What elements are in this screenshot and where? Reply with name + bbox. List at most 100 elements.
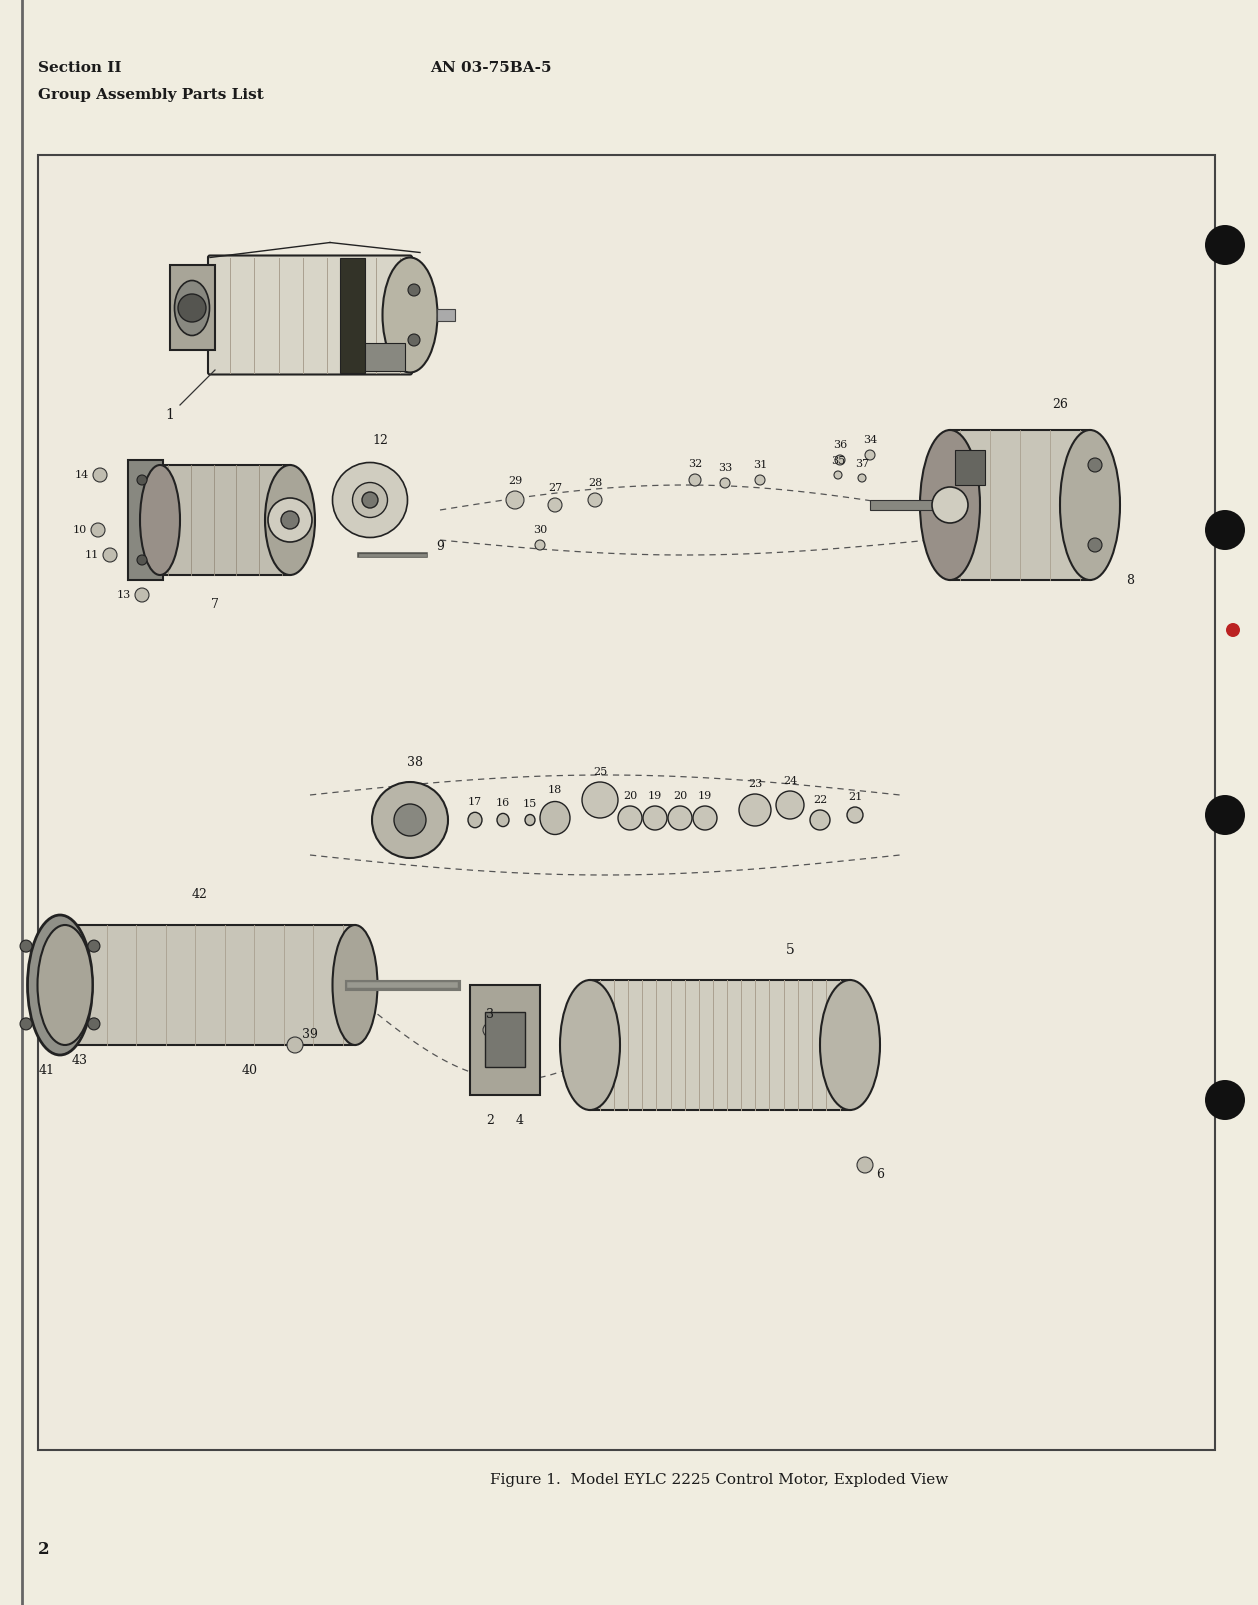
Ellipse shape xyxy=(1060,430,1120,579)
Circle shape xyxy=(408,334,420,347)
Text: 30: 30 xyxy=(533,525,547,534)
Ellipse shape xyxy=(140,465,180,575)
Bar xyxy=(950,430,1089,579)
Text: 16: 16 xyxy=(496,798,511,807)
Circle shape xyxy=(693,806,717,830)
Text: 42: 42 xyxy=(192,889,208,902)
Ellipse shape xyxy=(175,281,210,335)
Circle shape xyxy=(668,806,692,830)
Circle shape xyxy=(88,941,99,952)
Ellipse shape xyxy=(352,483,387,517)
Circle shape xyxy=(835,454,845,465)
Text: AN 03-75BA-5: AN 03-75BA-5 xyxy=(430,61,551,75)
Text: 40: 40 xyxy=(242,1064,258,1077)
Text: 21: 21 xyxy=(848,791,862,802)
Circle shape xyxy=(177,294,206,323)
Circle shape xyxy=(1088,538,1102,552)
Text: 10: 10 xyxy=(73,525,87,534)
Circle shape xyxy=(858,473,866,482)
Ellipse shape xyxy=(540,801,570,835)
Ellipse shape xyxy=(497,814,509,827)
Text: Section II: Section II xyxy=(38,61,122,75)
Text: 38: 38 xyxy=(408,756,423,769)
Circle shape xyxy=(362,493,377,509)
Circle shape xyxy=(932,486,967,523)
Circle shape xyxy=(20,941,31,952)
Text: 43: 43 xyxy=(72,1053,88,1066)
Text: 29: 29 xyxy=(508,477,522,486)
Text: 24: 24 xyxy=(782,775,798,786)
Text: 34: 34 xyxy=(863,435,877,445)
Text: 3: 3 xyxy=(486,1008,494,1021)
Circle shape xyxy=(834,470,842,478)
Text: 19: 19 xyxy=(698,791,712,801)
Circle shape xyxy=(135,587,148,602)
Text: Figure 1.  Model EYLC 2225 Control Motor, Exploded View: Figure 1. Model EYLC 2225 Control Motor,… xyxy=(491,1473,949,1486)
Text: 20: 20 xyxy=(673,791,687,801)
Text: 33: 33 xyxy=(718,462,732,473)
Circle shape xyxy=(287,1037,303,1053)
Circle shape xyxy=(689,473,701,486)
Text: 31: 31 xyxy=(752,461,767,470)
Ellipse shape xyxy=(28,915,93,1054)
Bar xyxy=(160,465,291,575)
Text: 2: 2 xyxy=(38,1541,49,1558)
Circle shape xyxy=(738,794,771,827)
Circle shape xyxy=(372,782,448,859)
Ellipse shape xyxy=(38,924,93,1045)
Ellipse shape xyxy=(468,812,482,828)
Circle shape xyxy=(866,449,876,461)
Circle shape xyxy=(394,804,426,836)
Circle shape xyxy=(88,1018,99,1030)
Circle shape xyxy=(535,539,545,551)
Bar xyxy=(340,257,365,372)
Text: 27: 27 xyxy=(548,483,562,493)
Text: 4: 4 xyxy=(516,1114,525,1127)
Text: 14: 14 xyxy=(75,470,89,480)
Text: 32: 32 xyxy=(688,459,702,469)
Text: 9: 9 xyxy=(437,541,444,554)
Text: 35: 35 xyxy=(830,456,845,465)
Text: 11: 11 xyxy=(84,551,99,560)
Ellipse shape xyxy=(820,981,881,1111)
FancyBboxPatch shape xyxy=(208,255,413,374)
Circle shape xyxy=(755,475,765,485)
Text: 6: 6 xyxy=(876,1168,884,1181)
Ellipse shape xyxy=(525,814,535,825)
Bar xyxy=(65,924,355,1045)
Circle shape xyxy=(20,1018,31,1030)
Circle shape xyxy=(506,491,525,509)
Text: 22: 22 xyxy=(813,794,827,806)
Circle shape xyxy=(137,555,147,565)
Bar xyxy=(38,156,1215,1449)
Bar xyxy=(128,461,164,579)
Bar xyxy=(486,1013,525,1067)
Text: 41: 41 xyxy=(39,1064,55,1077)
Text: 19: 19 xyxy=(648,791,662,801)
Text: 17: 17 xyxy=(468,796,482,807)
Circle shape xyxy=(1205,225,1245,265)
Text: 28: 28 xyxy=(587,478,603,488)
Bar xyxy=(470,985,540,1095)
Circle shape xyxy=(720,478,730,488)
Circle shape xyxy=(582,782,618,819)
Bar xyxy=(437,310,455,321)
Text: 25: 25 xyxy=(593,767,608,777)
Circle shape xyxy=(618,806,642,830)
Text: 39: 39 xyxy=(302,1029,318,1042)
Text: 37: 37 xyxy=(855,459,869,469)
Text: 20: 20 xyxy=(623,791,637,801)
Ellipse shape xyxy=(332,462,408,538)
Bar xyxy=(955,449,985,485)
Circle shape xyxy=(1205,794,1245,835)
Text: 1: 1 xyxy=(166,408,175,422)
Bar xyxy=(365,342,405,371)
Circle shape xyxy=(1205,1080,1245,1120)
Circle shape xyxy=(91,523,104,538)
Text: 36: 36 xyxy=(833,440,847,449)
Circle shape xyxy=(857,1157,873,1173)
Circle shape xyxy=(1088,457,1102,472)
Text: 7: 7 xyxy=(211,599,219,612)
Bar xyxy=(871,501,955,510)
Circle shape xyxy=(810,811,830,830)
